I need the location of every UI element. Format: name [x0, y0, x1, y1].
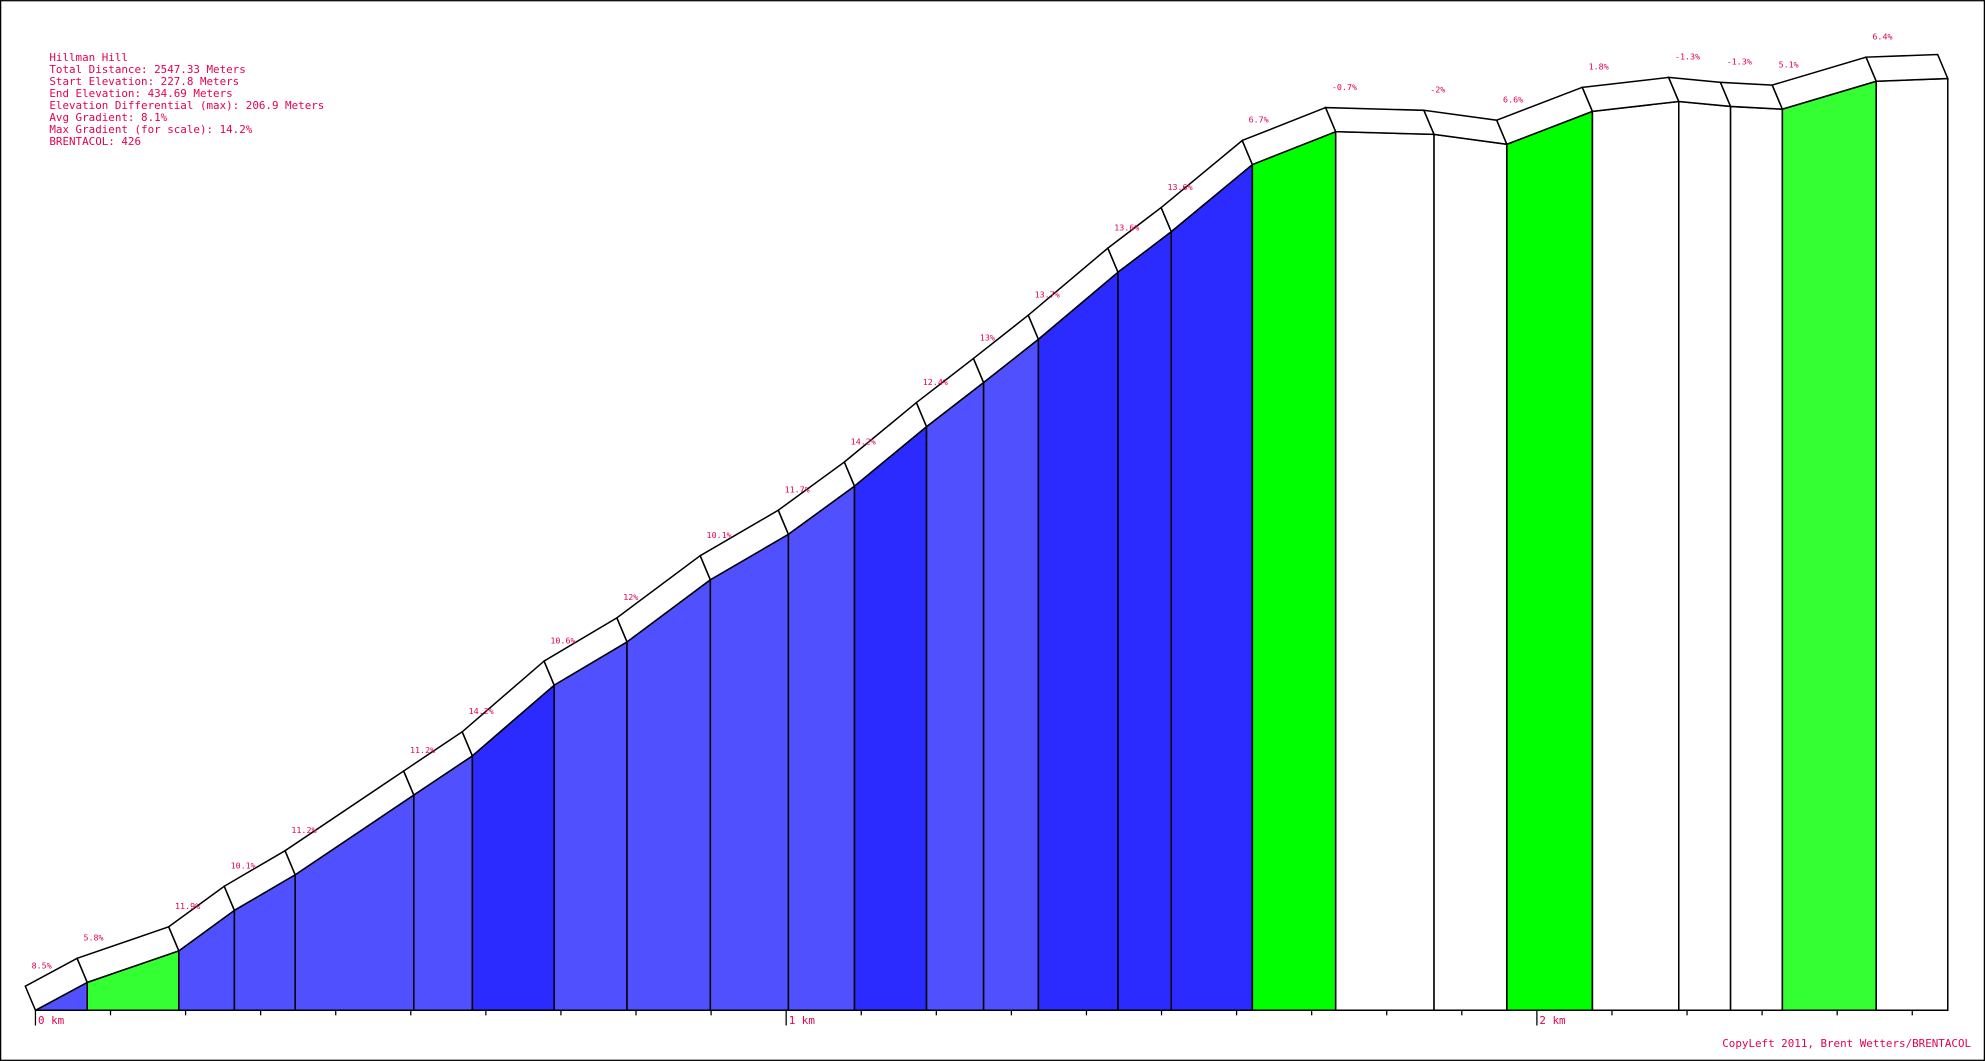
info-line: Total Distance: 2547.33 Meters: [49, 63, 245, 76]
gradient-label: 13.6%: [1114, 222, 1139, 232]
gradient-label: 10.1%: [707, 530, 732, 540]
segment: [1729, 105, 1784, 1012]
gradient-label: -1.3%: [1675, 52, 1700, 62]
gradient-label: 8.5%: [32, 961, 52, 971]
gradient-label: 13%: [980, 333, 995, 343]
gradient-label: 11.7%: [785, 484, 810, 494]
gradient-label: 5.8%: [83, 933, 103, 943]
gradient-label: 13.7%: [1035, 289, 1060, 299]
gradient-label: 14.2%: [851, 436, 876, 446]
segment: [925, 380, 985, 1012]
segment: [413, 754, 474, 1012]
gradient-label: 11.2%: [291, 825, 316, 835]
credit: CopyLeft 2011, Brent Wetters/BRENTACOL: [1722, 1037, 1971, 1050]
segment: [1251, 130, 1337, 1012]
gradient-label: 1.8%: [1589, 62, 1609, 72]
chart-title: Hillman Hill: [49, 51, 128, 64]
gradient-label: -2%: [1430, 85, 1445, 95]
segment: [553, 640, 628, 1012]
gradient-label: 10.6%: [550, 635, 575, 645]
segment: [709, 532, 790, 1012]
gradient-label: 6.4%: [1872, 31, 1892, 41]
segment: [1334, 130, 1435, 1012]
x-tick-label: 0 km: [38, 1014, 65, 1027]
segment: [1678, 100, 1732, 1012]
gradient-label: 11.2%: [410, 745, 435, 755]
gradient-label: 14.2%: [469, 706, 494, 716]
gradient-label: 6.6%: [1503, 94, 1523, 104]
segment: [787, 484, 856, 1012]
x-tick-label: 2 km: [1539, 1014, 1566, 1027]
gradient-label: -1.3%: [1727, 57, 1752, 67]
segment: [1875, 77, 1949, 1012]
info-line: End Elevation: 434.69 Meters: [49, 87, 232, 100]
info-line: Start Elevation: 227.8 Meters: [49, 75, 239, 88]
segment: [1591, 100, 1680, 1012]
gradient-label: 6.7%: [1249, 115, 1269, 125]
profile: [24, 53, 1949, 1012]
gradient-label: -0.7%: [1332, 82, 1357, 92]
gradient-label: 13.6%: [1167, 182, 1192, 192]
info-line: Avg Gradient: 8.1%: [49, 111, 167, 124]
segment: [1117, 230, 1173, 1012]
gradient-label: 11.9%: [175, 901, 200, 911]
segment: [1037, 270, 1119, 1012]
x-tick-label: 1 km: [789, 1014, 816, 1027]
info-line: Elevation Differential (max): 206.9 Mete…: [49, 99, 324, 112]
segment: [982, 337, 1040, 1012]
segment: [1506, 110, 1594, 1012]
gradient-label: 12%: [623, 592, 638, 602]
gradient-band: [1324, 106, 1436, 136]
segment: [1433, 133, 1508, 1012]
segment: [1781, 80, 1877, 1012]
segment: [853, 425, 928, 1012]
info-line: BRENTACOL: 426: [49, 135, 141, 148]
segment: [1170, 162, 1254, 1012]
gradient-label: 12.4%: [923, 377, 948, 387]
gradient-band: [1864, 53, 1949, 82]
gradient-label: 10.1%: [231, 861, 256, 871]
info-line: Max Gradient (for scale): 14.2%: [49, 123, 252, 136]
gradient-label: 5.1%: [1779, 59, 1799, 69]
segment: [626, 578, 712, 1012]
